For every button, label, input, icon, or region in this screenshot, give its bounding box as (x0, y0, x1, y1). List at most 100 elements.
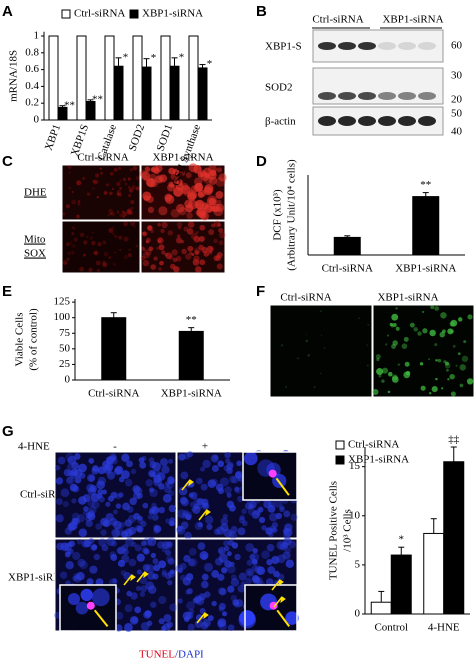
cell (395, 326, 400, 331)
cell (72, 517, 80, 526)
cell (127, 177, 131, 181)
cell (226, 551, 232, 557)
significance: ** (64, 99, 75, 111)
cell (89, 565, 98, 574)
cell (178, 207, 187, 216)
cell (65, 561, 74, 570)
cell (391, 374, 398, 381)
cell (103, 251, 109, 257)
cell (139, 576, 148, 585)
cell (273, 498, 283, 508)
blot-group: Ctrl-siRNA (312, 14, 363, 26)
blot-group: XBP1-siRNA (382, 14, 443, 26)
micrograph (372, 304, 474, 398)
bar (48, 35, 59, 121)
cell (203, 186, 213, 196)
cell (149, 506, 157, 514)
cell (307, 354, 310, 357)
y-tick-label: 0.4 (25, 80, 39, 92)
cell (186, 212, 193, 219)
cell (417, 331, 422, 336)
cell (66, 477, 73, 484)
cell (98, 538, 107, 547)
micrograph (61, 164, 141, 221)
y-tick-label: 5 (355, 558, 361, 570)
blot-image (312, 29, 444, 136)
cell (244, 451, 258, 466)
micrograph (269, 304, 373, 398)
cell (197, 542, 206, 551)
cell (197, 522, 203, 528)
band (318, 92, 336, 100)
cell (180, 562, 187, 570)
cell (271, 522, 279, 529)
cell (86, 192, 91, 197)
cell (239, 514, 245, 521)
cell (413, 327, 418, 332)
cell (230, 574, 237, 581)
cell (67, 469, 74, 477)
cell (449, 373, 455, 380)
cell (283, 537, 292, 546)
cell (123, 254, 129, 260)
cell (184, 531, 192, 540)
cell (141, 246, 145, 250)
cell (431, 386, 438, 393)
cell (191, 506, 197, 513)
cell (218, 227, 224, 233)
cell (421, 310, 425, 314)
bar (104, 35, 115, 121)
mw-marker: 50 (451, 108, 463, 120)
cell (111, 457, 118, 465)
cell (69, 241, 72, 244)
cell (391, 313, 399, 321)
cell (117, 546, 126, 555)
cell (88, 537, 95, 545)
cell (269, 512, 278, 522)
cell (241, 508, 247, 515)
cell (150, 471, 156, 477)
cell (218, 602, 226, 611)
cell (459, 364, 466, 371)
cell (71, 244, 76, 248)
cell (165, 549, 172, 556)
cell (71, 484, 79, 493)
cell (71, 498, 77, 504)
cell (189, 501, 196, 508)
cell (95, 578, 104, 587)
cell (198, 210, 207, 219)
cell (111, 540, 118, 547)
cell (129, 168, 133, 172)
cell (130, 592, 138, 600)
cell (439, 331, 446, 338)
cell (257, 506, 264, 513)
cell (126, 506, 134, 513)
cell (122, 502, 130, 511)
cell (105, 183, 109, 187)
panel-label: D (256, 153, 267, 170)
cell (158, 206, 168, 216)
cell (108, 209, 114, 214)
cell (429, 329, 436, 337)
arrow (198, 509, 208, 521)
cell (65, 452, 74, 462)
cell (114, 234, 118, 239)
cell (145, 240, 150, 244)
cell (250, 552, 260, 562)
arrow-head (278, 579, 284, 587)
cell (157, 237, 164, 244)
band (418, 92, 436, 100)
cell (123, 236, 129, 242)
cell (444, 362, 451, 369)
cell (202, 459, 211, 469)
cell (92, 252, 96, 255)
cell (404, 361, 410, 367)
panel-label: E (2, 283, 12, 300)
cell (122, 211, 128, 217)
y-axis-label: mRNA/18S (8, 50, 20, 102)
cell (164, 572, 172, 580)
legend-label: Ctrl-siRNA (348, 439, 399, 451)
cell (130, 200, 135, 205)
cell (376, 357, 380, 362)
cell (387, 371, 393, 377)
